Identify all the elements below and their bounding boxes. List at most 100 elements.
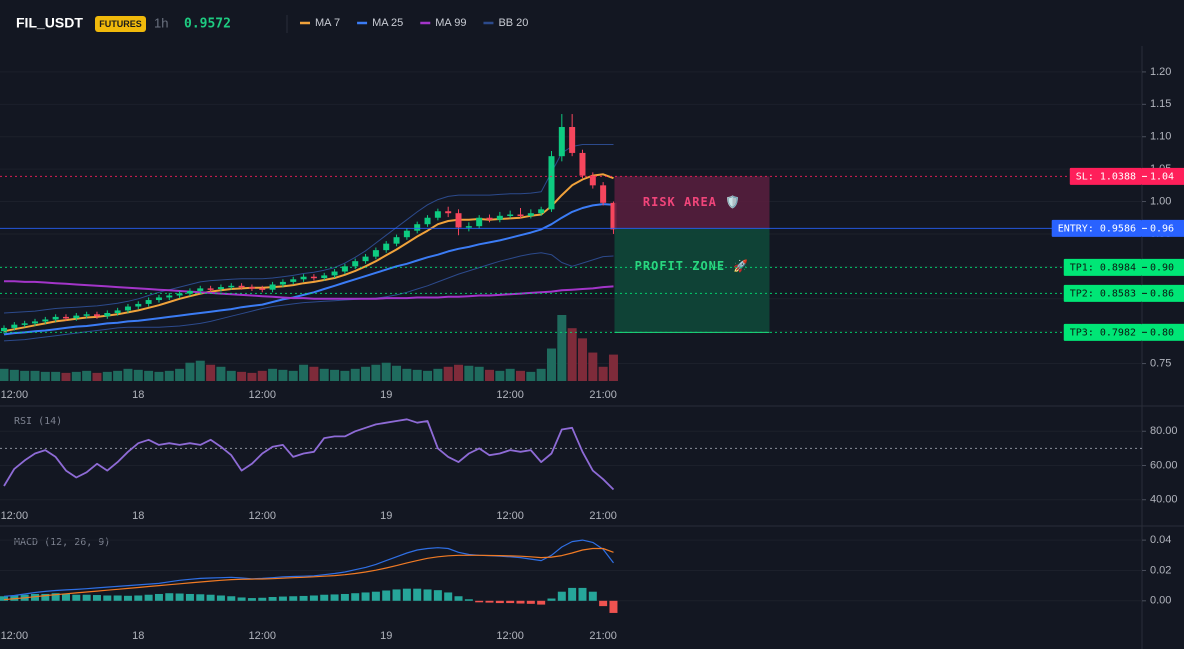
legend-item[interactable]: MA 99	[435, 17, 466, 29]
candle-body	[114, 310, 121, 314]
level-label-bg	[1063, 323, 1142, 341]
histogram-bar	[568, 587, 577, 601]
histogram-bar	[371, 591, 380, 601]
candle-body	[21, 323, 28, 325]
level-label-bg	[1051, 219, 1142, 237]
macd-line	[3, 539, 614, 597]
candle-body	[383, 243, 390, 251]
volume-bar	[433, 368, 443, 381]
candle-body	[589, 175, 596, 186]
bb-lower	[3, 252, 614, 342]
volume-bar	[495, 370, 505, 381]
candle-body	[207, 288, 214, 290]
level-tag: 0.96	[1150, 223, 1174, 234]
candle-body	[527, 213, 534, 216]
histogram-bar	[247, 598, 256, 601]
histogram-bar	[547, 598, 556, 601]
histogram-bar	[464, 599, 473, 601]
level-label: ENTRY: 0.9586	[1058, 223, 1136, 234]
volume-bar	[288, 370, 298, 381]
level-label: TP1: 0.8984	[1070, 262, 1136, 273]
candle-body	[197, 288, 204, 291]
candle-body	[52, 316, 59, 320]
histogram-bar	[309, 595, 318, 601]
volume-bar	[474, 366, 484, 381]
histogram-bar	[258, 597, 267, 601]
volume-bar	[82, 370, 92, 381]
ma-line	[3, 203, 614, 336]
histogram-bar	[402, 588, 411, 601]
candle-body	[321, 275, 328, 279]
histogram-bar	[216, 595, 225, 601]
volume-bar	[309, 366, 319, 381]
volume-bar	[546, 348, 556, 381]
volume-bar	[216, 366, 226, 381]
histogram-bar	[361, 592, 370, 601]
volume-bar	[92, 372, 102, 381]
candle-body	[372, 250, 379, 257]
level-tag: 0.86	[1150, 288, 1174, 299]
candle-body	[186, 290, 193, 294]
histogram-bar	[475, 600, 484, 603]
histogram-bar	[206, 594, 215, 601]
candle-body	[341, 266, 348, 272]
candle-body	[155, 297, 162, 301]
volume-bar	[485, 369, 495, 381]
volume-bar	[371, 364, 381, 381]
volume-bar	[164, 370, 174, 381]
candle-body	[145, 300, 152, 304]
histogram-bar	[413, 588, 422, 601]
x-tick-label: 18	[132, 389, 144, 401]
histogram-bar	[165, 593, 174, 601]
candle-body	[279, 281, 286, 285]
histogram-bar	[227, 596, 236, 601]
x-tick-label: 21:00	[589, 510, 617, 522]
level-tag-bg	[1142, 167, 1184, 185]
x-tick-label: 21:00	[589, 630, 617, 642]
histogram-bar	[134, 595, 143, 601]
candle-body	[62, 316, 69, 319]
histogram-bar	[506, 600, 515, 604]
level-tag-bg	[1142, 284, 1184, 302]
level-tag: 0.80	[1150, 327, 1174, 338]
candle-body	[445, 211, 452, 214]
volume-bar	[30, 370, 40, 381]
volume-bar	[454, 364, 464, 381]
rsi-line	[3, 418, 615, 491]
histogram-bar	[185, 593, 194, 601]
histogram-bar	[289, 596, 298, 601]
candle-body	[434, 211, 441, 218]
zone	[614, 176, 770, 229]
candle-body	[176, 293, 183, 296]
candle-body	[248, 287, 255, 289]
volume-bar	[133, 369, 143, 381]
level-label-bg	[1063, 284, 1142, 302]
volume-bar	[299, 364, 309, 381]
y-tick-label: 0.00	[1150, 595, 1171, 607]
candle-body	[124, 306, 131, 311]
x-tick-label: 12:00	[1, 630, 29, 642]
candle-body	[11, 324, 18, 328]
level-tag-bg	[1142, 219, 1184, 237]
histogram-bar	[51, 593, 60, 601]
histogram-bar	[92, 595, 101, 601]
volume-bar	[226, 370, 236, 381]
histogram-bar	[382, 590, 391, 601]
candle-body	[352, 261, 359, 267]
histogram-bar	[82, 594, 91, 601]
zone-label: PROFIT ZONE 🚀	[635, 259, 750, 273]
legend-item[interactable]: BB 20	[498, 17, 528, 29]
candle-body	[558, 127, 565, 157]
volume-bar	[402, 368, 412, 381]
histogram-bar	[175, 593, 184, 601]
volume-bar	[567, 328, 577, 381]
volume-bar	[268, 368, 278, 381]
histogram-bar	[433, 590, 442, 601]
volume-bar	[237, 371, 247, 381]
candle-body	[42, 319, 49, 322]
candle-body	[217, 287, 224, 290]
y-tick-label: 1.10	[1150, 131, 1171, 143]
legend-item[interactable]: MA 7	[315, 17, 340, 29]
legend-item[interactable]: MA 25	[372, 17, 403, 29]
interval[interactable]: 1h	[154, 15, 168, 30]
